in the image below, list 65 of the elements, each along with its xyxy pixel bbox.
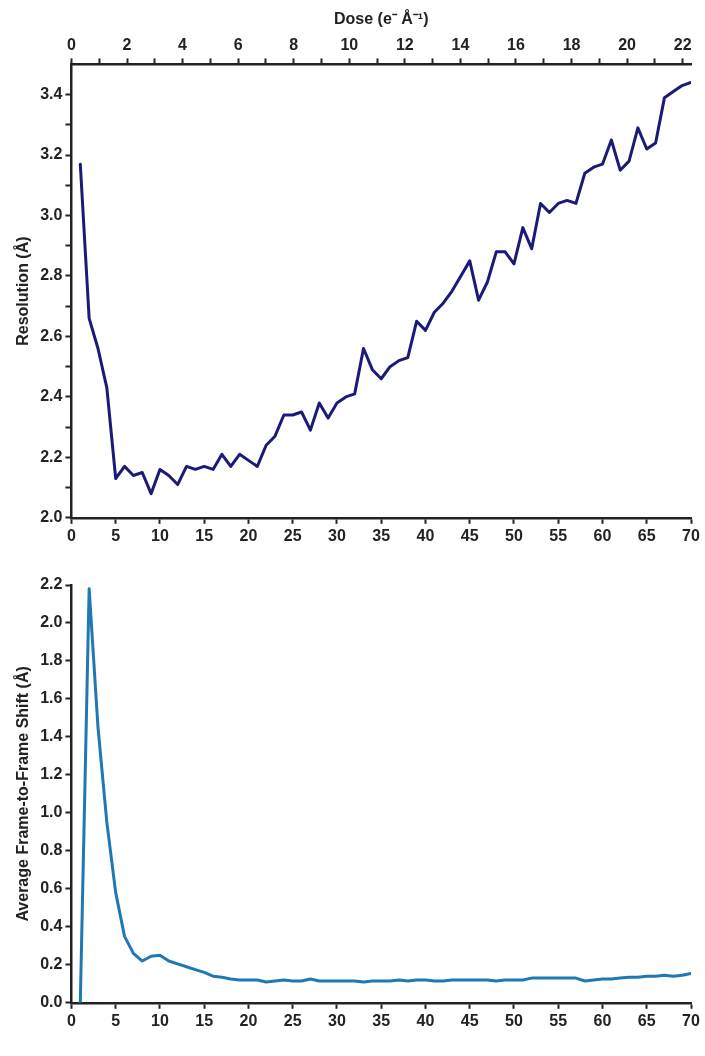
x-tick-label: 70	[682, 526, 700, 544]
y-tick-label: 1.6	[40, 689, 63, 707]
x-tick-label: 55	[549, 526, 568, 544]
y-tick-label: 1.2	[40, 765, 63, 783]
x-tick-label: 40	[416, 526, 435, 544]
x-tick-label: 35	[372, 526, 391, 544]
x-tick-label: 55	[549, 1011, 568, 1029]
x-tick-label: 10	[151, 526, 169, 544]
x2-tick-label: 12	[395, 36, 414, 54]
x-tick-label: 60	[593, 1011, 612, 1029]
x2-tick-label: 18	[562, 36, 581, 54]
x-tick-label: 25	[283, 1011, 302, 1029]
x-tick-label: 65	[637, 526, 656, 544]
x-tick-label: 20	[239, 1011, 258, 1029]
y-tick-label: 2.6	[40, 326, 63, 344]
y-tick-label: 1.8	[40, 651, 63, 669]
x-tick-label: 40	[416, 1011, 435, 1029]
x-tick-label: 70	[682, 1011, 700, 1029]
y-tick-label: 0.2	[40, 955, 63, 973]
y-tick-label: 2.0	[40, 508, 63, 526]
x2-tick-label: 2	[122, 36, 132, 54]
y-tick-label: 1.0	[40, 803, 63, 821]
y-tick-label: 2.4	[40, 387, 63, 405]
x2-tick-label: 16	[507, 36, 525, 54]
x2-tick-label: 8	[289, 36, 299, 54]
x-tick-label: 60	[593, 526, 612, 544]
x-tick-label: 50	[505, 526, 523, 544]
x2-tick-label: 14	[451, 36, 470, 54]
x-tick-label: 5	[111, 526, 121, 544]
x-tick-label: 65	[637, 1011, 656, 1029]
x-tick-label: 30	[328, 526, 346, 544]
x-tick-label: 45	[460, 526, 479, 544]
x-tick-label: 5	[111, 1011, 121, 1029]
x-tick-label: 50	[505, 1011, 523, 1029]
x2-tick-label: 20	[618, 36, 637, 54]
y-axis-title: Resolution (Å)	[13, 236, 32, 346]
x-tick-label: 30	[328, 1011, 346, 1029]
y-tick-label: 0.8	[40, 841, 63, 859]
x-tick-label: 0	[66, 1011, 76, 1029]
x-tick-label: 15	[195, 1011, 214, 1029]
y-tick-label: 2.2	[40, 447, 63, 465]
y-tick-label: 3.2	[40, 145, 63, 163]
x2-tick-label: 22	[673, 36, 692, 54]
x2-tick-label: 4	[178, 36, 188, 54]
x-tick-label: 45	[460, 1011, 479, 1029]
x2-tick-label: 6	[233, 36, 243, 54]
y-tick-label: 3.0	[40, 205, 63, 223]
x-tick-label: 15	[195, 526, 214, 544]
y-tick-label: 1.4	[40, 727, 63, 745]
x2-tick-label: 10	[340, 36, 359, 54]
x-tick-label: 10	[151, 1011, 169, 1029]
y-tick-label: 0.0	[40, 993, 63, 1011]
y-axis-title: Average Frame-to-Frame Shift (Å)	[13, 666, 32, 922]
y-tick-label: 2.2	[40, 575, 63, 593]
y-tick-label: 2.8	[40, 266, 63, 284]
x-tick-label: 25	[283, 526, 302, 544]
x2-axis-title: Dose (e⁻ Å⁻¹)	[333, 9, 429, 28]
x-tick-label: 35	[372, 1011, 391, 1029]
x2-tick-label: 0	[66, 36, 76, 54]
y-tick-label: 0.6	[40, 879, 63, 897]
x-tick-label: 20	[239, 526, 258, 544]
y-tick-label: 0.4	[40, 917, 63, 935]
y-tick-label: 3.4	[40, 85, 63, 103]
x-tick-label: 0	[66, 526, 76, 544]
y-tick-label: 2.0	[40, 613, 63, 631]
